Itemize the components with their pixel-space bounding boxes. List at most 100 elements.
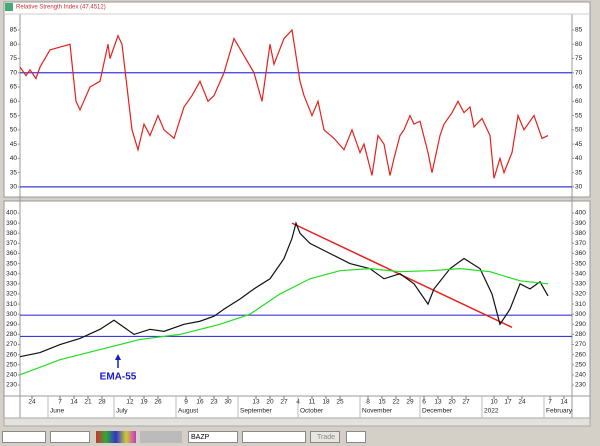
month-label: December	[422, 408, 453, 415]
y-tick-label: 50	[10, 127, 18, 134]
month-label: September	[240, 408, 273, 415]
y-tick-label: 85	[10, 27, 18, 34]
scrollbar[interactable]	[3, 417, 591, 427]
month-label: August	[178, 408, 198, 415]
y-tick-label: 380	[6, 230, 17, 237]
annotation: EMA-55	[100, 372, 137, 383]
x-tick-label: 23	[210, 399, 218, 406]
x-tick-label: 30	[224, 399, 232, 406]
y-tick-label: 40	[575, 155, 583, 162]
y-tick-label: 55	[575, 112, 583, 119]
y-tick-label: 70	[10, 69, 18, 76]
dropdown[interactable]	[242, 431, 306, 443]
x-tick-label: 28	[98, 399, 106, 406]
x-tick-label: 15	[378, 399, 386, 406]
y-tick-label: 250	[575, 361, 586, 368]
dropdown[interactable]	[50, 431, 90, 443]
y-tick-label: 290	[575, 321, 586, 328]
x-tick-label: 20	[448, 399, 456, 406]
x-tick-label: 14	[560, 399, 568, 406]
x-tick-label: 24	[28, 399, 36, 406]
y-tick-label: 340	[6, 270, 17, 277]
y-tick-label: 35	[575, 169, 583, 176]
x-tick-label: 14	[70, 399, 78, 406]
y-tick-label: 350	[6, 260, 17, 267]
x-tick-label: 27	[462, 399, 470, 406]
trade-button[interactable]: Trade	[310, 431, 340, 443]
x-tick-label: 7	[58, 399, 62, 406]
series-line	[19, 28, 549, 179]
x-tick-label: 24	[518, 399, 526, 406]
y-tick-label: 65	[10, 84, 18, 91]
x-tick-label: 29	[406, 399, 414, 406]
y-tick-label: 60	[10, 98, 18, 105]
series-line	[19, 221, 549, 358]
y-tick-label: 350	[575, 260, 586, 267]
x-tick-label: 12	[126, 399, 134, 406]
rsi-title: Relative Strength Index (47.4512)	[16, 5, 106, 11]
color-buttons[interactable]	[96, 431, 136, 443]
y-tick-label: 240	[6, 372, 17, 379]
series-line	[19, 268, 549, 376]
y-tick-label: 370	[575, 240, 586, 247]
y-tick-label: 75	[575, 55, 583, 62]
x-tick-label: 25	[336, 399, 344, 406]
x-tick-label: 19	[140, 399, 148, 406]
symbol-box[interactable]: BAZP	[188, 431, 238, 443]
y-tick-label: 340	[575, 270, 586, 277]
y-tick-label: 400	[6, 210, 17, 217]
x-tick-label: 27	[280, 399, 288, 406]
y-tick-label: 270	[575, 341, 586, 348]
y-tick-label: 80	[575, 41, 583, 48]
x-tick-label: 7	[548, 399, 552, 406]
y-tick-label: 390	[6, 220, 17, 227]
x-tick-label: 20	[266, 399, 274, 406]
x-tick-label: 18	[322, 399, 330, 406]
month-label: February	[546, 408, 573, 415]
y-tick-label: 280	[575, 331, 586, 338]
y-tick-label: 75	[10, 55, 18, 62]
x-tick-label: 13	[434, 399, 442, 406]
tool-buttons[interactable]	[140, 431, 182, 443]
x-tick-label: 22	[392, 399, 400, 406]
y-tick-label: 270	[6, 341, 17, 348]
y-tick-label: 50	[575, 127, 583, 134]
x-tick-label: 8	[366, 399, 370, 406]
y-tick-label: 320	[575, 291, 586, 298]
y-tick-label: 280	[6, 331, 17, 338]
month-label: 2022	[484, 408, 499, 415]
x-tick-label: 9	[184, 399, 188, 406]
y-tick-label: 300	[575, 311, 586, 318]
y-tick-label: 30	[575, 184, 583, 191]
y-tick-label: 35	[10, 169, 18, 176]
x-tick-label: 17	[504, 399, 512, 406]
y-tick-label: 290	[6, 321, 17, 328]
y-tick-label: 310	[575, 301, 586, 308]
y-tick-label: 400	[575, 210, 586, 217]
x-tick-label: 6	[422, 399, 426, 406]
y-tick-label: 230	[6, 382, 17, 389]
y-tick-label: 60	[575, 98, 583, 105]
dropdown[interactable]	[2, 431, 46, 443]
y-tick-label: 260	[575, 351, 586, 358]
y-tick-label: 370	[6, 240, 17, 247]
y-tick-label: 80	[10, 41, 18, 48]
x-tick-label: 16	[196, 399, 204, 406]
y-tick-label: 45	[575, 141, 583, 148]
month-label: June	[50, 408, 64, 415]
arrow-head	[115, 354, 121, 360]
y-tick-label: 85	[575, 27, 583, 34]
box[interactable]	[346, 431, 366, 443]
y-tick-label: 320	[6, 291, 17, 298]
y-tick-label: 380	[575, 230, 586, 237]
y-tick-label: 330	[575, 281, 586, 288]
month-label: November	[362, 408, 393, 415]
y-tick-label: 30	[10, 184, 18, 191]
y-tick-label: 240	[575, 372, 586, 379]
y-tick-label: 300	[6, 311, 17, 318]
y-tick-label: 360	[6, 250, 17, 257]
y-tick-label: 330	[6, 281, 17, 288]
x-tick-label: 10	[490, 399, 498, 406]
y-tick-label: 250	[6, 361, 17, 368]
